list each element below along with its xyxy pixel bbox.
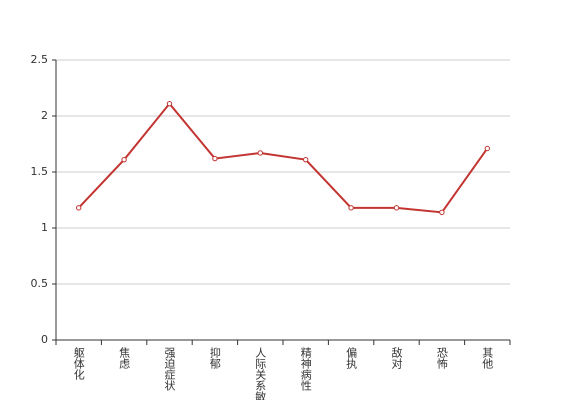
y-tick-label: 1 (41, 221, 48, 234)
x-tick-label: 躯体化 (72, 347, 85, 381)
x-tick-label: 焦虑 (118, 347, 131, 369)
point (393, 205, 400, 211)
x-tick-label: 偏执 (345, 346, 358, 370)
point (257, 150, 263, 156)
y-tick-label: 0 (41, 333, 48, 346)
point (348, 205, 354, 211)
point (484, 145, 490, 152)
x-tick-label: 强迫症状 (163, 347, 176, 391)
point (76, 205, 82, 211)
x-tick-label: 人际关系敏感 (254, 347, 267, 400)
x-tick-label: 恐怖 (435, 347, 448, 369)
point (439, 209, 445, 216)
x-tick-label: 敌对 (390, 346, 403, 369)
x-tick-label: 其他 (481, 347, 494, 369)
y-tick-label: 0.5 (31, 277, 49, 290)
x-tick-label: 抑郁 (208, 346, 221, 369)
point (212, 155, 218, 162)
x-tick-label: 精神病性 (299, 347, 312, 392)
line (77, 102, 489, 214)
y-tick-label: 1.5 (31, 165, 49, 178)
y-tick-label: 2.5 (31, 53, 49, 66)
point (121, 156, 127, 163)
point (166, 100, 173, 107)
point (303, 156, 309, 163)
y-tick-label: 2 (41, 109, 48, 122)
